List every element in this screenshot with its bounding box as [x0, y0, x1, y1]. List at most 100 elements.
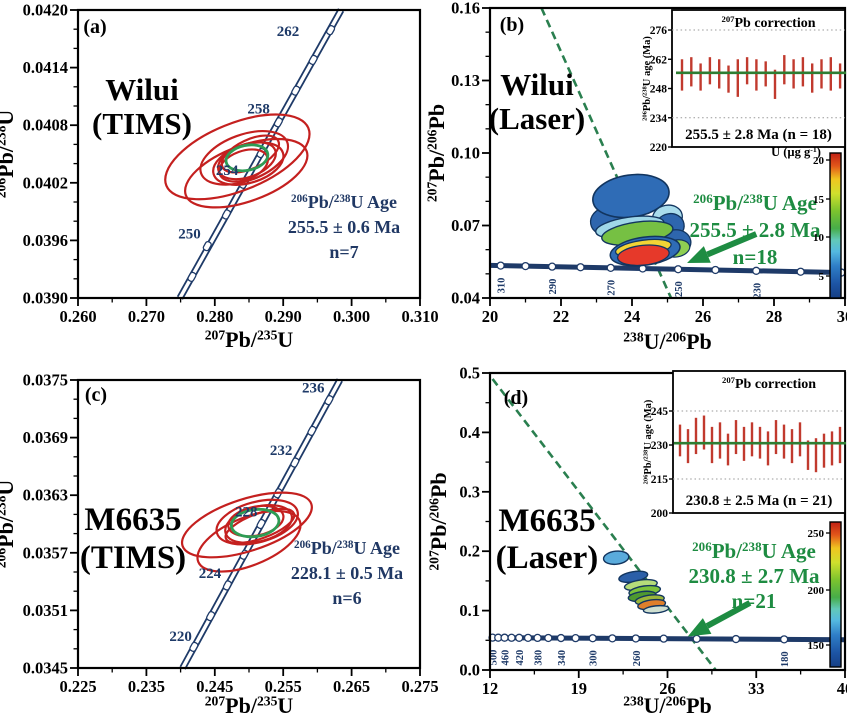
concordia-age-label: 380 [534, 650, 545, 666]
concordia-age-marker [307, 425, 317, 437]
tw-concordia-line [489, 262, 846, 276]
concordia-age-marker [606, 263, 615, 272]
concordia-age-label: 300 [589, 650, 600, 666]
concordia-age-label: 340 [557, 650, 568, 666]
colorbar-tick-label: 200 [808, 585, 825, 597]
age-pointer-arrow-head [687, 618, 712, 637]
concordia-age-marker [576, 263, 585, 272]
concordia-age-label: 236 [302, 380, 325, 396]
panel-letter: (a) [83, 16, 106, 38]
error-ellipse [602, 550, 630, 566]
concordia-age-label: 230 [752, 283, 763, 299]
age-annotation: 206Pb/238U Age [693, 191, 817, 215]
concordia-age-marker [221, 209, 231, 220]
inset-ytick-label: 230 [651, 440, 669, 452]
concordia-age-marker [326, 25, 336, 36]
y-tick-label: 0.0390 [23, 289, 68, 308]
age-annotation: n=21 [732, 589, 777, 613]
sample-title: (TIMS) [80, 540, 186, 576]
x-tick-label: 26 [695, 307, 712, 326]
concordia-age-label: 420 [515, 650, 526, 666]
error-ellipse [224, 143, 270, 173]
panel-d-content: 500 460 420 380 340 300 260 180 M6635(Laser) 206P… [426, 364, 847, 716]
x-tick-label: 0.255 [265, 677, 302, 696]
x-tick-label: 26 [659, 679, 676, 698]
inset-ytick-label: 220 [650, 142, 668, 154]
x-tick-label: 28 [766, 307, 783, 326]
x-axis-label: 207Pb/235U [205, 327, 294, 352]
concordia-age-marker [711, 265, 720, 275]
sample-title: Wilui [500, 67, 574, 102]
age-pointer-arrow-shaft [705, 600, 752, 629]
age-annotation: 255.5 ± 0.6 Ma [288, 217, 400, 237]
uranium-colorbar: 20 15 10 5 U (µg g-1) [771, 145, 842, 299]
uranium-colorbar: 250 200 150 [808, 521, 842, 668]
concordia-age-label: 258 [247, 102, 270, 118]
panel-letter: (b) [500, 14, 524, 36]
panel-c-m6635-tims-chart: 220 224 228 232 236 M6635(TIMS) 206Pb/238U Age… [0, 371, 439, 716]
y-tick-label: 0.4 [459, 423, 480, 442]
concordia-age-marker [324, 395, 334, 406]
concordia-age-label: 250 [178, 226, 201, 242]
sample-title: (TIMS) [92, 106, 192, 141]
concordia-age-marker [779, 635, 789, 644]
error-ellipse [642, 604, 670, 614]
colorbar-gradient [829, 152, 842, 299]
concordia-age-marker [273, 117, 283, 128]
panel-letter: (d) [504, 387, 528, 409]
concordia-age-label: 290 [548, 279, 559, 295]
panel-b-wilui-laser-chart: 310 290 270 250 230 Wilui(Laser) 206Pb/238U Ag… [424, 0, 847, 354]
error-ellipse [229, 507, 281, 539]
y-tick-label: 0.0402 [23, 173, 68, 192]
concordia-age-marker [500, 633, 509, 642]
concordia-age-marker [308, 54, 318, 66]
x-tick-label: 0.300 [333, 307, 370, 326]
concordia-age-label: 500 [489, 650, 500, 666]
concordia-age-marker [571, 633, 580, 643]
x-tick-label: 0.265 [333, 677, 370, 696]
sample-title: M6635 [498, 503, 595, 539]
x-axis-label: 238U/206Pb [623, 693, 712, 716]
age-annotation: n=7 [329, 242, 358, 262]
sample-title: M6635 [84, 502, 181, 538]
panel-c-content: 220 224 228 232 236 M6635(TIMS) 206Pb/238U Age… [0, 371, 439, 716]
concordia-age-marker [692, 634, 701, 643]
concordia-age-marker [222, 580, 232, 591]
y-axis-label: 207Pb/206Pb [424, 104, 449, 202]
x-tick-label: 22 [553, 307, 570, 326]
inset-result-text: 255.5 ± 2.8 Ma (n = 18) [685, 127, 832, 143]
x-axis-label: 238U/206Pb [623, 329, 712, 354]
concordia-age-marker [496, 261, 505, 270]
y-tick-label: 0.0369 [23, 428, 68, 447]
x-tick-label: 20 [482, 307, 499, 326]
y-axis-label: 207Pb/206Pb [426, 472, 451, 570]
concordia-age-marker [187, 271, 197, 283]
panel-letter: (c) [85, 384, 107, 406]
y-tick-label: 0.0414 [23, 58, 68, 77]
concordia-age-marker [752, 266, 761, 275]
colorbar-tick-label: 5 [819, 271, 825, 283]
age-annotation: 206Pb/238U Age [291, 192, 397, 212]
y-tick-label: 0.5 [459, 364, 480, 383]
inset-ytick-label: 262 [650, 54, 668, 66]
concordia-age-marker [206, 611, 216, 622]
concordia-age-marker [533, 633, 542, 643]
concordia-age-label: 250 [674, 281, 685, 297]
error-ellipse [164, 113, 311, 201]
age-annotation: 228.1 ± 0.5 Ma [291, 563, 403, 583]
age-annotation: 206Pb/238U Age [692, 539, 816, 563]
inset-ytick-label: 234 [650, 113, 668, 125]
y-tick-label: 0.1 [459, 601, 480, 620]
concordia-age-marker [547, 262, 557, 271]
inset-y-axis-label: 206Pb/238U age (Ma) [642, 399, 654, 484]
concordia-age-marker [673, 265, 683, 274]
y-tick-label: 0.0357 [23, 543, 68, 562]
y-tick-label: 0.13 [451, 71, 480, 90]
error-ellipse [224, 507, 296, 545]
age-pointer-arrow-head [687, 246, 711, 263]
y-tick-label: 0.0375 [23, 371, 68, 390]
error-ellipse [180, 491, 313, 559]
x-tick-label: 30 [837, 307, 847, 326]
x-tick-label: 12 [482, 679, 499, 698]
y-tick-label: 0.0408 [23, 116, 68, 135]
